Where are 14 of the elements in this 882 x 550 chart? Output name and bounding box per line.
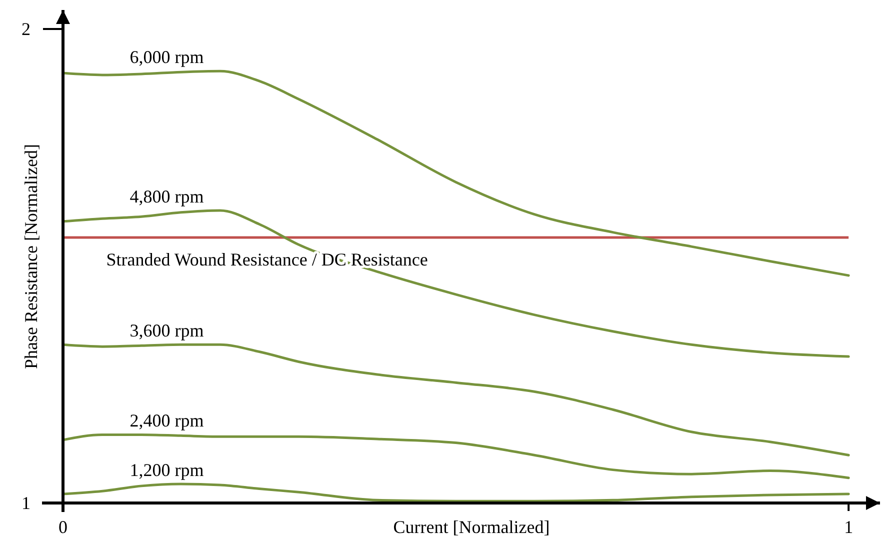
series-label: 3,600 rpm: [130, 320, 204, 341]
line-series: [62, 343, 850, 456]
series-label: 2,400 rpm: [130, 410, 204, 431]
line-series: [62, 70, 850, 277]
x-tick-label: 0: [58, 517, 68, 537]
line-series: [62, 433, 850, 480]
series-label: 1,200 rpm: [130, 460, 204, 480]
line-series: [62, 482, 850, 502]
x-axis-title: Current [Normalized]: [393, 517, 550, 537]
line-series: [62, 209, 850, 358]
y-axis-title: Phase Resistance [Normalized]: [21, 144, 41, 369]
series-label: 6,000 rpm: [130, 47, 204, 68]
y-tick-label: 2: [22, 18, 30, 39]
series-label: 4,800 rpm: [130, 186, 204, 207]
